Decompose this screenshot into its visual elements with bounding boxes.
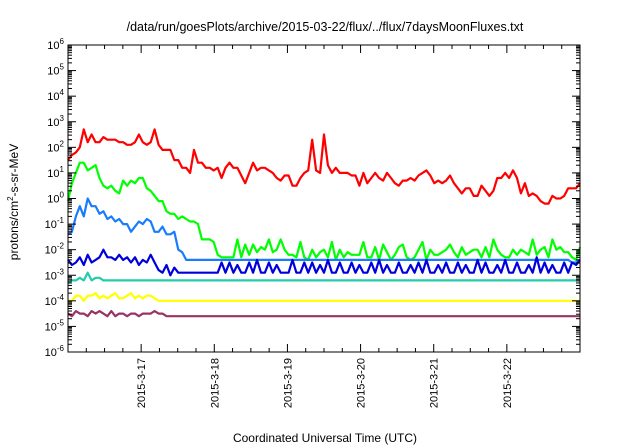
y-tick-label: 101	[47, 165, 64, 180]
y-axis-label: protons/cm2-s-sr-MeV	[6, 144, 21, 260]
y-tick-label-exponent: 3	[60, 114, 65, 123]
y-tick-label-exponent: -5	[57, 318, 65, 327]
y-tick-label-base: 10	[45, 296, 57, 308]
x-tick-label: 2015-3-22	[502, 358, 514, 408]
y-tick-label-base: 10	[45, 321, 57, 333]
series-line	[67, 197, 581, 264]
y-tick-label: 10-3	[45, 267, 65, 282]
y-tick-label-exponent: 0	[60, 191, 65, 200]
y-tick-label-exponent: 5	[60, 63, 65, 72]
y-tick-label-exponent: -4	[57, 293, 65, 302]
x-tick-label: 2015-3-18	[209, 358, 221, 408]
y-tick-label-exponent: -6	[57, 344, 65, 353]
y-tick-label-base: 10	[47, 194, 59, 206]
y-tick-label-base: 10	[47, 142, 59, 154]
y-axis-label-main: protons/cm	[7, 201, 21, 260]
x-tick-label: 2015-3-20	[356, 358, 368, 408]
y-tick-label-exponent: 1	[60, 165, 65, 174]
x-tick-label: 2015-3-17	[136, 358, 148, 408]
y-tick-label-base: 10	[45, 245, 57, 257]
y-tick-label-base: 10	[45, 270, 57, 282]
series-line	[67, 128, 581, 205]
y-tick-label-exponent: -1	[57, 216, 65, 225]
y-tick-label-base: 10	[45, 347, 57, 359]
y-axis-label-rest: -s-sr-MeV	[7, 144, 21, 197]
y-tick-label-exponent: 6	[60, 37, 65, 46]
series-line	[67, 271, 580, 284]
series-line	[66, 161, 582, 261]
y-tick-label: 105	[47, 63, 64, 78]
y-tick-label-base: 10	[47, 168, 59, 180]
y-tick-label-exponent: -3	[57, 267, 65, 276]
y-tick-label-exponent: 2	[60, 139, 65, 148]
x-tick-label: 2015-3-21	[429, 358, 441, 408]
y-tick-label-base: 10	[47, 117, 59, 129]
y-tick-label: 10-4	[45, 293, 65, 308]
plot-frame	[67, 44, 581, 353]
y-tick-label: 102	[47, 139, 64, 154]
y-tick-label: 104	[47, 88, 64, 103]
x-tick-label: 2015-3-19	[282, 358, 294, 408]
y-tick-label: 100	[47, 191, 64, 206]
y-tick-label: 106	[47, 37, 64, 52]
y-tick-label-base: 10	[47, 66, 59, 78]
series-layer	[66, 128, 582, 318]
y-tick-label: 10-1	[45, 216, 65, 231]
y-tick-label: 10-6	[45, 344, 65, 359]
axes-layer: 10-610-510-410-310-210-11001011021031041…	[45, 37, 580, 408]
series-line	[67, 248, 581, 277]
x-axis-label: Coordinated Universal Time (UTC)	[233, 431, 417, 445]
y-tick-label-exponent: -2	[57, 242, 65, 251]
y-tick-label-exponent: 4	[60, 88, 65, 97]
chart-title: /data/run/goesPlots/archive/2015-03-22/f…	[127, 20, 524, 34]
y-tick-label: 103	[47, 114, 64, 129]
y-tick-label-base: 10	[47, 91, 59, 103]
series-line	[67, 310, 580, 318]
y-tick-label-base: 10	[45, 219, 57, 231]
y-tick-label-base: 10	[47, 40, 59, 52]
series-line	[68, 292, 580, 302]
y-tick-label: 10-5	[45, 318, 65, 333]
y-axis-label-superscript: 2	[6, 196, 15, 201]
y-tick-label: 10-2	[45, 242, 65, 257]
